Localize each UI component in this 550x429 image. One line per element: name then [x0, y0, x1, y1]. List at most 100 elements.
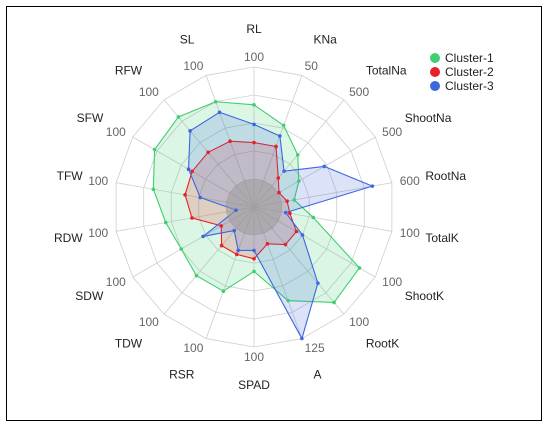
tick-max-totalk: 100 — [400, 226, 420, 240]
point-cluster-3-rfw — [188, 129, 192, 133]
point-cluster-1-totalk — [311, 215, 316, 220]
point-cluster-3-kna — [278, 134, 282, 138]
point-cluster-1-rfw — [176, 115, 181, 119]
point-cluster-3-rl — [252, 122, 256, 127]
axis-label-totalna: TotalNa — [366, 64, 407, 78]
point-cluster-3-tfw — [198, 195, 203, 200]
point-cluster-3-sdw — [201, 234, 205, 239]
point-cluster-3-shootna — [322, 164, 327, 169]
axis-label-totalk: TotalK — [425, 231, 458, 245]
point-cluster-2-rl — [252, 140, 256, 145]
point-cluster-1-rl — [252, 103, 256, 107]
point-cluster-2-rootk — [283, 242, 288, 247]
axis-label-rfw: RFW — [115, 64, 143, 78]
tick-max-rdw: 100 — [88, 226, 108, 240]
axis-label-rsr: RSR — [169, 367, 195, 381]
point-cluster-2-rdw — [190, 216, 194, 220]
point-cluster-2-sfw — [190, 169, 194, 174]
point-cluster-1-kna — [281, 123, 286, 128]
axis-label-a: A — [314, 367, 322, 381]
axis-label-spad: SPAD — [238, 378, 270, 392]
radial-tick-labels: 100 50 500 500 600 100 100 100 125 100 100 100 100 10… — [88, 50, 420, 364]
point-cluster-2-totalk — [288, 211, 292, 216]
point-cluster-3-rsr — [236, 248, 240, 253]
series-polygons — [152, 101, 373, 340]
tick-max-sl: 100 — [183, 59, 203, 73]
axis-label-sfw: SFW — [77, 111, 104, 125]
legend-marker-cluster-2 — [430, 67, 440, 77]
legend-marker-cluster-3 — [430, 81, 440, 91]
legend-label-cluster-3: Cluster-3 — [445, 79, 494, 93]
point-cluster-1-sl — [213, 99, 218, 104]
tick-max-rootna: 600 — [400, 174, 420, 188]
point-cluster-3-rootna — [370, 184, 375, 188]
point-cluster-3-spad — [252, 248, 256, 253]
point-cluster-3-a — [300, 336, 304, 341]
point-cluster-2-rfw — [206, 150, 210, 155]
point-cluster-1-rdw — [163, 220, 168, 225]
point-cluster-2-tdw — [219, 243, 224, 248]
point-cluster-1-rootk — [332, 300, 336, 305]
point-cluster-3-rdw — [234, 208, 238, 212]
point-cluster-2-a — [265, 242, 270, 246]
point-cluster-3-rootk — [316, 281, 320, 285]
point-cluster-2-shootna — [277, 190, 281, 195]
axis-label-shootna: ShootNa — [405, 111, 452, 125]
point-cluster-3-tdw — [232, 228, 237, 233]
point-cluster-2-sdw — [219, 224, 224, 228]
point-cluster-1-rootna — [292, 198, 297, 202]
tick-max-tfw: 100 — [88, 174, 108, 188]
point-cluster-3-totalna — [282, 169, 286, 173]
tick-max-sdw: 100 — [106, 275, 126, 289]
axis-label-rootk: RootK — [366, 336, 399, 350]
tick-max-totalna: 500 — [349, 85, 369, 99]
point-cluster-1-sdw — [179, 247, 184, 251]
point-cluster-1-sfw — [152, 147, 157, 152]
axis-label-sdw: SDW — [75, 289, 104, 303]
legend-label-cluster-2: Cluster-2 — [445, 65, 494, 79]
tick-max-shootk: 100 — [382, 275, 402, 289]
axis-label-shootk: ShootK — [405, 289, 444, 303]
point-cluster-2-shootk — [294, 229, 299, 234]
point-cluster-2-spad — [252, 257, 256, 261]
center-core — [226, 179, 282, 235]
point-cluster-1-shootk — [357, 266, 362, 270]
tick-max-rl: 100 — [244, 50, 264, 64]
point-cluster-1-totalna — [295, 153, 300, 157]
legend-label-cluster-1: Cluster-1 — [445, 51, 494, 65]
point-cluster-2-kna — [274, 144, 278, 149]
legend-marker-cluster-1 — [430, 53, 440, 63]
axis-label-kna: KNa — [314, 33, 338, 47]
axis-label-tdw: TDW — [115, 336, 143, 350]
point-cluster-2-totalna — [276, 176, 281, 180]
axis-labels: RL KNa TotalNa ShootNa RootNa TotalK ShootK Roo… — [54, 22, 466, 392]
axis-label-tfw: TFW — [57, 169, 84, 183]
point-cluster-2-sl — [228, 139, 232, 144]
axis-label-sl: SL — [180, 33, 195, 47]
series-area-cluster-3 — [187, 111, 373, 340]
axis-label-rootna: RootNa — [425, 169, 466, 183]
point-cluster-3-totalk — [283, 210, 288, 215]
tick-max-tdw: 100 — [139, 315, 159, 329]
axis-label-rl: RL — [246, 22, 262, 36]
axis-label-rdw: RDW — [54, 231, 83, 245]
tick-max-shootna: 500 — [382, 125, 402, 139]
point-cluster-1-shootna — [297, 179, 301, 183]
point-cluster-3-shootk — [300, 233, 305, 237]
point-cluster-3-sl — [217, 110, 222, 115]
point-cluster-1-rsr — [221, 289, 226, 293]
tick-max-sfw: 100 — [106, 125, 126, 139]
tick-max-rsr: 100 — [183, 341, 203, 355]
point-cluster-3-sfw — [186, 167, 191, 171]
point-cluster-2-rsr — [234, 252, 239, 257]
point-cluster-1-tfw — [151, 187, 156, 192]
point-cluster-1-tdw — [194, 273, 199, 278]
point-cluster-1-a — [286, 298, 290, 303]
tick-max-rootk: 100 — [349, 315, 369, 329]
point-cluster-2-rootna — [285, 199, 289, 203]
series-points — [151, 99, 375, 341]
point-cluster-2-tfw — [183, 193, 187, 197]
tick-max-rfw: 100 — [139, 85, 159, 99]
